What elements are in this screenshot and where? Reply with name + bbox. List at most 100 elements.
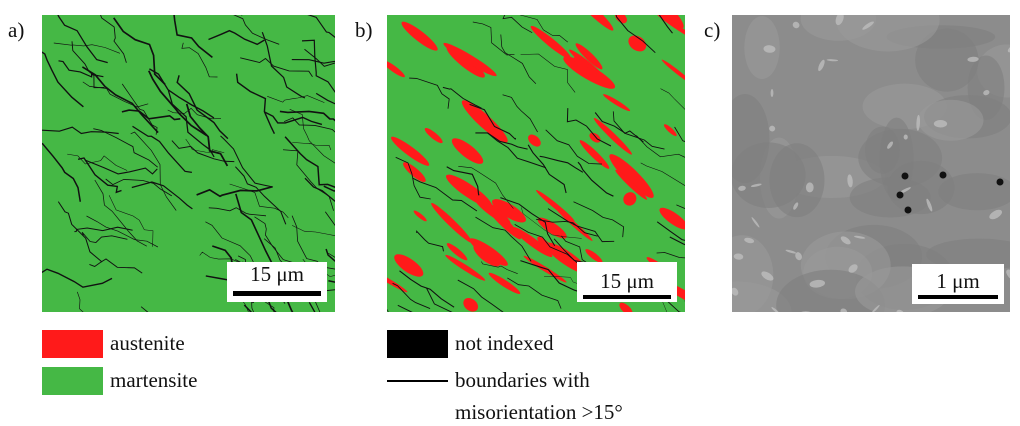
austenite-region: [659, 207, 685, 230]
boundary: [264, 111, 323, 126]
boundary: [315, 92, 335, 105]
austenite-region: [579, 140, 610, 169]
austenite-region: [646, 15, 684, 29]
boundary: [283, 117, 335, 133]
austenite-region: [528, 134, 541, 147]
legend-label: martensite: [110, 368, 197, 392]
boundary: [426, 287, 453, 312]
austenite-region: [537, 236, 552, 251]
boundary: [399, 270, 455, 308]
boundary: [149, 68, 215, 119]
boundary: [636, 135, 685, 158]
precipitate: [862, 21, 874, 30]
boundary: [42, 126, 119, 135]
boundary: [291, 59, 335, 64]
boundary: [235, 73, 276, 135]
scale-label: 1 μm: [936, 269, 979, 293]
austenite-region: [394, 254, 424, 277]
precipitate: [769, 125, 776, 132]
precipitate: [744, 237, 755, 244]
boundary: [167, 107, 222, 120]
precipitate: [761, 271, 774, 281]
precipitate: [926, 198, 933, 212]
austenite-region: [424, 127, 443, 144]
austenite-region: [619, 302, 633, 312]
boundary: [77, 157, 122, 194]
boundary: [284, 136, 335, 188]
boundary: [539, 155, 584, 173]
austenite-region: [615, 169, 648, 200]
austenite-region: [401, 21, 438, 51]
grain-shade: [835, 15, 940, 52]
legend-swatch: [42, 367, 103, 395]
grain-shade: [732, 94, 770, 184]
grain-shade: [744, 16, 780, 80]
boundary: [208, 29, 265, 46]
boundary: [409, 77, 450, 109]
precipitate: [805, 182, 814, 193]
precipitate: [751, 217, 760, 228]
precipitate: [785, 249, 797, 254]
boundary: [639, 320, 703, 356]
austenite-region: [623, 192, 637, 206]
boundary: [674, 126, 685, 142]
boundary: [442, 86, 482, 109]
scale-label: 15 μm: [600, 269, 654, 293]
legend-label: misorientation >15°: [455, 400, 623, 424]
austenite-region: [403, 162, 426, 183]
boundary: [185, 103, 229, 167]
boundary: [594, 112, 644, 143]
boundary: [469, 103, 517, 141]
boundary: [545, 129, 603, 165]
austenite-region: [609, 154, 654, 198]
scale-bar: 15 μm: [227, 262, 327, 302]
austenite-region: [461, 100, 508, 143]
boundary: [547, 208, 615, 243]
boundary: [208, 207, 267, 217]
boundary: [57, 15, 108, 64]
boundary: [67, 153, 128, 171]
boundary: [84, 159, 158, 175]
boundary: [684, 300, 685, 302]
boundary: [412, 177, 478, 212]
boundary: [301, 39, 335, 93]
boundary: [229, 183, 289, 219]
panel-label: b): [355, 18, 373, 42]
precipitate: [795, 252, 802, 261]
austenite-region: [483, 201, 521, 240]
grain-boundaries: [42, 15, 335, 312]
austenite-region: [661, 59, 685, 86]
boundary: [416, 230, 444, 252]
boundary: [656, 221, 685, 241]
legend-swatch: [387, 330, 448, 358]
boundary: [121, 109, 181, 121]
boundary: [325, 248, 335, 262]
boundary: [53, 42, 121, 54]
boundary: [181, 42, 218, 78]
austenite-region: [413, 210, 427, 222]
grain-shade: [926, 238, 1010, 271]
boundary: [121, 83, 158, 135]
precipitate: [854, 235, 866, 239]
panel-label: c): [704, 18, 720, 42]
boundary: [76, 291, 84, 312]
pore: [939, 171, 947, 179]
boundary: [279, 110, 335, 122]
austenite-region: [589, 132, 601, 143]
precipitate: [770, 89, 774, 98]
precipitate: [763, 45, 776, 53]
boundary: [105, 178, 173, 197]
boundary: [514, 224, 583, 268]
austenite-region: [593, 117, 632, 155]
austenite-region: [563, 56, 616, 89]
boundary: [323, 185, 335, 192]
precipitate: [848, 264, 858, 273]
austenite-region: [446, 243, 468, 261]
austenite-region: [443, 42, 497, 77]
boundary: [292, 142, 332, 151]
boundary: [475, 132, 528, 150]
boundary: [527, 144, 567, 194]
boundary: [500, 34, 537, 84]
boundary: [240, 57, 313, 78]
